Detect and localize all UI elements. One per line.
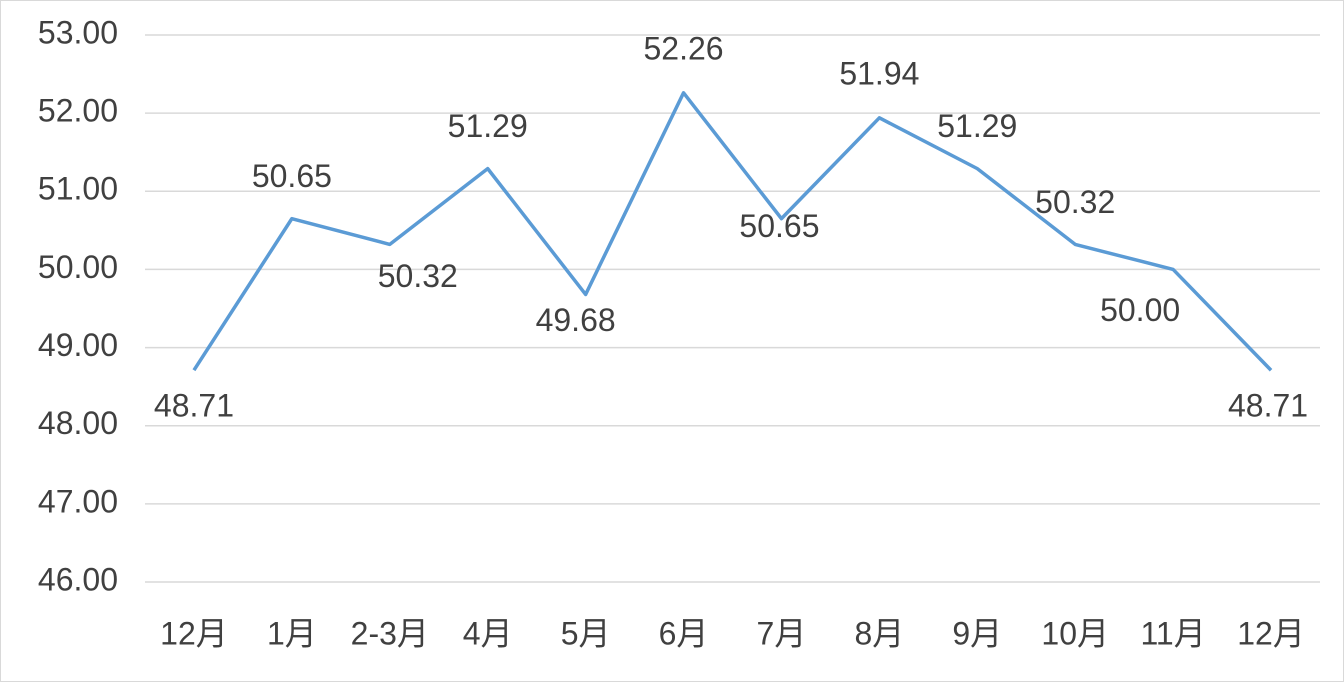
data-label: 48.71 (154, 388, 234, 424)
data-label: 50.65 (739, 208, 819, 244)
x-tick-label: 12月 (160, 615, 228, 651)
y-tick-label: 49.00 (38, 327, 118, 363)
x-tick-label: 8月 (854, 615, 904, 651)
data-label: 50.65 (252, 158, 332, 194)
data-label: 51.94 (839, 55, 919, 91)
data-label: 50.00 (1100, 292, 1180, 328)
x-tick-label: 5月 (561, 615, 611, 651)
x-tick-label: 1月 (267, 615, 317, 651)
y-tick-label: 51.00 (38, 171, 118, 207)
x-tick-label: 12月 (1237, 615, 1305, 651)
data-label: 52.26 (644, 30, 724, 66)
x-tick-label: 2-3月 (351, 615, 429, 651)
line (192, 91, 1273, 372)
x-tick-label: 9月 (952, 615, 1002, 651)
x-tick-label: 4月 (463, 615, 513, 651)
data-label: 49.68 (536, 302, 616, 338)
y-tick-label: 50.00 (38, 249, 118, 285)
x-tick-label: 10月 (1041, 615, 1109, 651)
data-label: 51.29 (937, 108, 1017, 144)
data-label: 50.32 (378, 258, 458, 294)
x-tick-label: 6月 (659, 615, 709, 651)
y-tick-label: 46.00 (38, 561, 118, 597)
y-tick-label: 47.00 (38, 483, 118, 519)
y-tick-label: 53.00 (38, 14, 118, 50)
y-tick-label: 48.00 (38, 405, 118, 441)
data-label: 50.32 (1035, 184, 1115, 220)
data-label: 51.29 (448, 108, 528, 144)
y-tick-label: 52.00 (38, 93, 118, 129)
data-label: 48.71 (1228, 388, 1308, 424)
x-tick-label: 11月 (1141, 615, 1206, 651)
x-tick-label: 7月 (757, 615, 807, 651)
